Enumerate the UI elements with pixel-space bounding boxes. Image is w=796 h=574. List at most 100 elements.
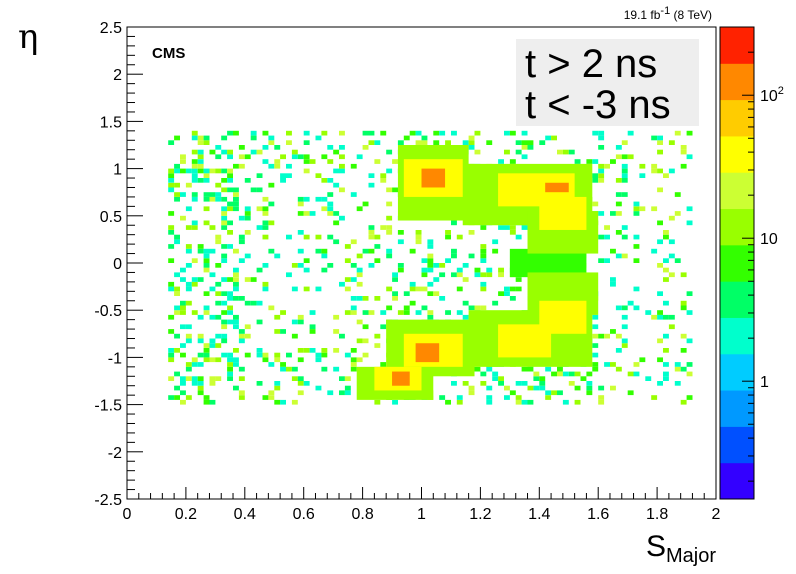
heat-bin bbox=[262, 263, 269, 268]
heat-bin bbox=[504, 149, 510, 155]
heat-bin bbox=[209, 399, 216, 405]
heat-bin bbox=[462, 277, 469, 282]
color-scale-band bbox=[720, 353, 754, 391]
heat-bin bbox=[209, 343, 216, 348]
heat-bin bbox=[333, 220, 340, 226]
heat-bin bbox=[674, 258, 681, 263]
heat-bin bbox=[604, 234, 610, 240]
heat-bin bbox=[197, 362, 204, 367]
heat-bin bbox=[468, 305, 475, 311]
heat-bin bbox=[651, 248, 658, 254]
heat-bin bbox=[598, 399, 605, 405]
heat-bin bbox=[344, 385, 351, 391]
heat-bin bbox=[386, 187, 393, 193]
heat-bin bbox=[657, 239, 663, 245]
y-tick-label: 1 bbox=[113, 162, 122, 179]
heat-bin bbox=[209, 248, 216, 254]
heat-bin bbox=[651, 206, 658, 212]
heat-bin bbox=[645, 376, 652, 381]
heat-bin bbox=[498, 272, 504, 278]
heat-bin bbox=[386, 286, 393, 292]
heat-bin bbox=[221, 196, 228, 202]
heat-bin bbox=[168, 182, 175, 188]
heat-bin bbox=[321, 154, 328, 160]
heat-bin bbox=[297, 248, 304, 254]
heat-bin bbox=[238, 329, 245, 334]
heat-bin bbox=[403, 135, 410, 141]
heat-bin bbox=[274, 145, 281, 150]
heat-bin bbox=[291, 319, 298, 325]
heat-bin bbox=[221, 291, 228, 296]
heat-bin bbox=[321, 206, 328, 212]
heat-bin bbox=[480, 281, 487, 287]
heat-bin bbox=[651, 395, 658, 400]
heat-bin bbox=[180, 352, 186, 358]
heat-bin bbox=[598, 385, 605, 391]
heat-bin bbox=[486, 366, 493, 372]
heat-bin bbox=[339, 145, 345, 150]
heat-bin bbox=[657, 149, 663, 155]
heat-bin bbox=[627, 390, 634, 396]
heat-bin bbox=[604, 362, 610, 367]
heat-bin bbox=[598, 333, 605, 339]
heat-bin bbox=[409, 281, 416, 287]
heat-bin bbox=[209, 149, 216, 155]
heat-bin bbox=[168, 357, 175, 363]
heat-bin bbox=[174, 272, 180, 278]
heat-bin bbox=[480, 258, 487, 263]
heat-bin bbox=[197, 154, 204, 160]
heat-bin bbox=[203, 192, 210, 197]
heat-bin bbox=[268, 220, 275, 226]
heat-bin bbox=[209, 314, 216, 320]
heat-bin bbox=[663, 314, 669, 320]
heat-bin bbox=[291, 376, 298, 381]
heat-bin bbox=[327, 159, 334, 164]
heat-bin bbox=[315, 385, 322, 391]
heat-bin bbox=[445, 140, 451, 145]
heat-bin bbox=[197, 333, 204, 339]
heat-bin bbox=[527, 140, 534, 145]
heat-bin bbox=[221, 187, 228, 193]
heat-bin bbox=[498, 225, 504, 230]
heat-bin bbox=[274, 352, 281, 358]
heat-bin bbox=[615, 192, 622, 197]
heat-bin bbox=[238, 333, 245, 339]
heat-bin bbox=[674, 366, 681, 372]
x-axis-label-sub: Major bbox=[666, 545, 716, 567]
heat-bin bbox=[651, 163, 658, 169]
lumi-value: 19.1 fb bbox=[624, 8, 661, 22]
heat-bin bbox=[657, 381, 663, 386]
heat-bin bbox=[392, 296, 398, 301]
heat-bin bbox=[621, 192, 628, 197]
heat-bin bbox=[451, 248, 457, 254]
heat-bin bbox=[527, 399, 534, 405]
heat-bin bbox=[238, 376, 245, 381]
heat-bin bbox=[185, 286, 192, 292]
heat-bin bbox=[350, 305, 357, 311]
heat-bin bbox=[633, 286, 640, 292]
heat-bin bbox=[509, 390, 516, 396]
heat-bin bbox=[610, 211, 616, 216]
heat-bin bbox=[521, 381, 528, 386]
heat-bin bbox=[168, 314, 175, 320]
heat-bin bbox=[197, 376, 204, 381]
heat-bin bbox=[327, 211, 334, 216]
heat-bin bbox=[233, 362, 239, 367]
heat-bin bbox=[462, 263, 469, 268]
lumi-energy: (8 TeV) bbox=[670, 8, 712, 22]
heat-bin bbox=[297, 319, 304, 325]
heat-bin bbox=[397, 267, 404, 273]
heat-bin bbox=[686, 362, 693, 367]
heat-bin bbox=[174, 305, 180, 311]
heat-bin bbox=[456, 272, 463, 278]
y-tick-label: 0 bbox=[113, 256, 122, 273]
heat-bin bbox=[474, 272, 481, 278]
heat-bin bbox=[215, 196, 222, 202]
heat-bin bbox=[386, 253, 393, 259]
luminosity-label: 19.1 fb-1 (8 TeV) bbox=[624, 5, 712, 22]
heat-bin bbox=[250, 149, 257, 155]
heat-bin bbox=[233, 201, 239, 207]
x-tick-label: 0.4 bbox=[234, 506, 256, 523]
heat-bin bbox=[362, 324, 369, 330]
heat-bin bbox=[297, 211, 304, 216]
